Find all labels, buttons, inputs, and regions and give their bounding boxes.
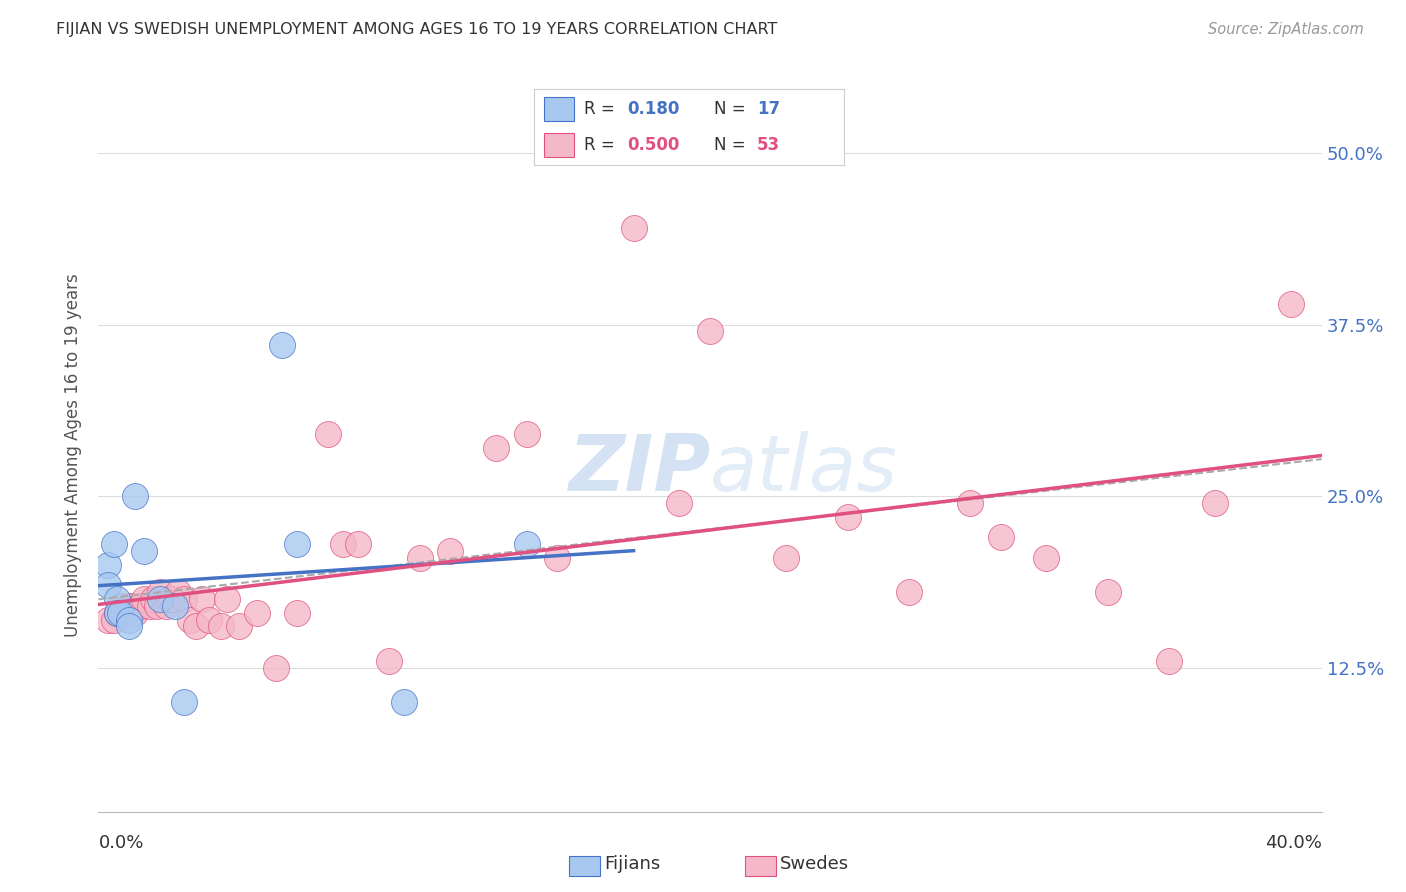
Point (121, 599, 143, 613)
Point (108, 606, 131, 620)
Text: N =: N = (714, 136, 751, 154)
Text: Swedes: Swedes (780, 855, 849, 873)
Point (285, 606, 308, 620)
Point (332, 537, 354, 551)
Point (264, 660, 287, 674)
Text: 40.0%: 40.0% (1265, 834, 1322, 852)
Point (103, 613, 125, 627)
Point (105, 592, 128, 607)
Point (127, 599, 149, 613)
Text: 0.0%: 0.0% (98, 834, 143, 852)
Point (668, 496, 690, 510)
Point (215, 592, 238, 607)
Point (516, 537, 538, 551)
Text: Source: ZipAtlas.com: Source: ZipAtlas.com (1208, 22, 1364, 37)
Text: ZIP: ZIP (568, 431, 710, 508)
Point (1157, 654, 1180, 668)
Point (118, 613, 141, 627)
FancyBboxPatch shape (544, 133, 575, 158)
Point (439, 544, 461, 558)
Text: R =: R = (583, 100, 620, 118)
Point (186, 619, 208, 633)
Point (167, 585, 190, 599)
Point (118, 619, 141, 633)
Point (149, 585, 172, 599)
Point (392, 695, 416, 709)
Point (228, 619, 250, 633)
Point (105, 606, 128, 620)
Point (115, 606, 138, 620)
Point (97, 613, 120, 627)
FancyBboxPatch shape (544, 97, 575, 121)
Point (129, 599, 152, 613)
Point (118, 599, 141, 613)
Point (103, 537, 125, 551)
Point (347, 537, 370, 551)
Text: 0.180: 0.180 (627, 100, 679, 118)
Point (173, 592, 195, 607)
Point (209, 619, 232, 633)
Point (124, 606, 146, 620)
Point (142, 592, 165, 607)
Point (157, 592, 180, 607)
Point (97, 558, 120, 572)
Point (155, 599, 177, 613)
Text: atlas: atlas (710, 431, 898, 508)
Y-axis label: Unemployment Among Ages 16 to 19 years: Unemployment Among Ages 16 to 19 years (65, 273, 83, 637)
Point (163, 599, 186, 613)
Point (197, 613, 219, 627)
Text: N =: N = (714, 100, 751, 118)
Point (134, 544, 156, 558)
Point (699, 325, 721, 339)
Text: 53: 53 (756, 136, 780, 154)
Point (897, 585, 920, 599)
Point (1097, 585, 1119, 599)
Point (179, 613, 201, 627)
Point (316, 427, 339, 442)
Point (990, 530, 1012, 544)
Point (134, 592, 156, 607)
Point (105, 606, 128, 620)
Text: 0.500: 0.500 (627, 136, 679, 154)
Text: Fijians: Fijians (605, 855, 661, 873)
Point (959, 496, 981, 510)
Point (623, 221, 645, 235)
Point (837, 509, 859, 524)
Point (1204, 496, 1226, 510)
Point (149, 592, 172, 607)
Point (546, 550, 568, 565)
Point (108, 599, 131, 613)
Point (378, 654, 401, 668)
Point (191, 592, 214, 607)
Text: 17: 17 (756, 100, 780, 118)
Point (111, 606, 134, 620)
Point (485, 441, 508, 455)
Text: FIJIAN VS SWEDISH UNEMPLOYMENT AMONG AGES 16 TO 19 YEARS CORRELATION CHART: FIJIAN VS SWEDISH UNEMPLOYMENT AMONG AGE… (56, 22, 778, 37)
Point (775, 550, 797, 565)
Point (173, 695, 195, 709)
Point (408, 550, 430, 565)
Point (285, 537, 308, 551)
Point (145, 599, 167, 613)
Point (270, 338, 292, 352)
Point (160, 592, 183, 607)
Point (246, 606, 269, 620)
Text: R =: R = (583, 136, 620, 154)
Point (139, 599, 162, 613)
Point (97, 578, 120, 592)
Point (124, 489, 146, 503)
Point (1279, 297, 1302, 311)
Point (1035, 550, 1057, 565)
Point (516, 427, 538, 442)
